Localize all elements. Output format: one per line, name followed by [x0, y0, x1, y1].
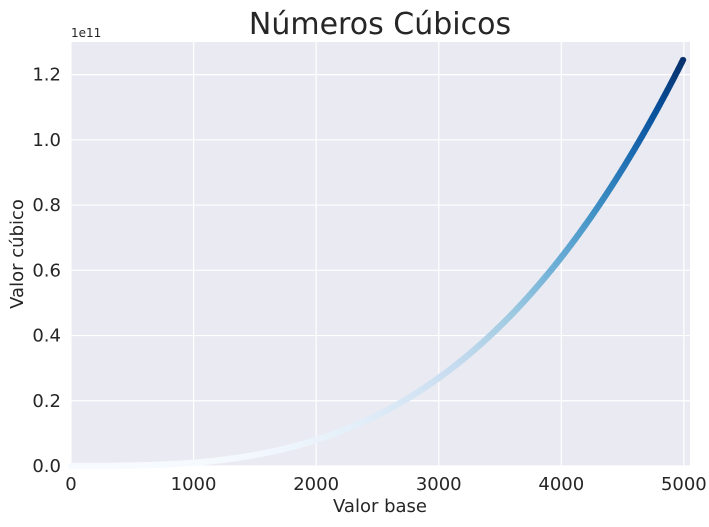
scatter-points	[67, 56, 687, 470]
x-tick-label: 5000	[661, 474, 707, 495]
x-tick-label: 3000	[416, 474, 462, 495]
y-tick-label: 0.0	[32, 456, 61, 477]
y-tick-label: 0.6	[32, 260, 61, 281]
y-tick-label: 1.2	[32, 65, 61, 86]
x-tick-label: 4000	[538, 474, 584, 495]
y-axis-label: Valor cúbico	[7, 199, 28, 309]
plot-background	[71, 42, 690, 466]
scatter-point	[679, 56, 687, 64]
y-tick-labels: 0.0 0.2 0.4 0.6 0.8 1.0 1.2	[32, 65, 61, 477]
y-tick-label: 0.4	[32, 326, 61, 347]
x-tick-label: 0	[65, 474, 76, 495]
y-tick-label: 0.8	[32, 195, 61, 216]
x-tick-labels: 0 1000 2000 3000 4000 5000	[65, 474, 707, 495]
y-tick-label: 0.2	[32, 391, 61, 412]
y-tick-label: 1.0	[32, 130, 61, 151]
x-tick-label: 1000	[171, 474, 217, 495]
x-tick-label: 2000	[293, 474, 339, 495]
y-offset-label: 1e11	[71, 26, 101, 40]
x-axis-label: Valor base	[333, 496, 427, 517]
chart-title: Números Cúbicos	[249, 7, 511, 42]
